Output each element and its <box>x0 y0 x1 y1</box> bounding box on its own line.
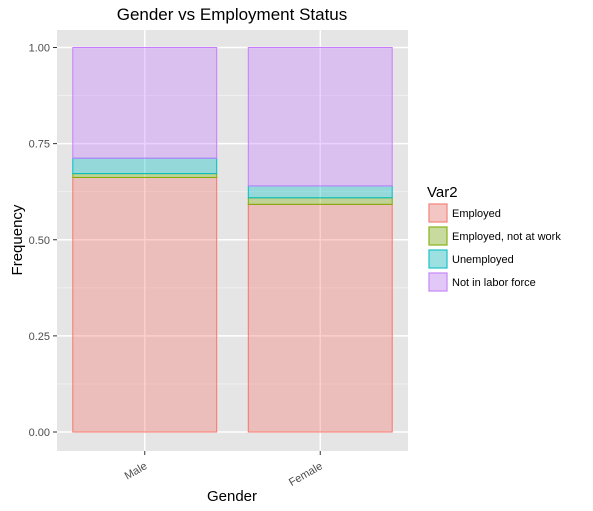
bar-segment-female-unemployed <box>247 185 393 199</box>
legend-label: Unemployed <box>452 254 514 266</box>
legend-swatch <box>428 226 448 246</box>
y-axis-title: Frequency <box>9 204 26 275</box>
x-axis-title: Gender <box>207 488 257 505</box>
bar-segment-female-employed-not-at-work <box>247 197 393 205</box>
legend-key-background <box>428 249 448 269</box>
legend-swatch <box>428 272 448 292</box>
bar-segment-male-employed-not-at-work <box>72 173 218 178</box>
legend-items: Employed Employed, not at work Unemployed N… <box>428 203 561 292</box>
legend-label: Employed, not at work <box>452 231 561 243</box>
bar-segment-female-employed <box>247 203 393 433</box>
legend-swatch <box>428 203 448 223</box>
bar-segment-female-not-in-labor-force <box>247 47 393 187</box>
y-tick-label: 0.25 <box>29 331 50 343</box>
y-tick-label: 1.00 <box>29 43 50 55</box>
bar-segment-male-employed <box>72 176 218 433</box>
plot-panel <box>57 30 408 451</box>
chart-title: Gender vs Employment Status <box>117 5 348 24</box>
legend: Var2 Employed Employed, not at work Unempl… <box>427 184 561 292</box>
x-tick-label: Male <box>123 460 150 482</box>
legend-label: Not in labor force <box>452 277 536 289</box>
legend-label: Employed <box>452 208 501 220</box>
y-tick-label: 0.50 <box>29 235 50 247</box>
legend-title: Var2 <box>427 184 458 201</box>
legend-key-background <box>428 203 448 223</box>
bar-segment-male-unemployed <box>72 157 218 175</box>
legend-key-background <box>428 226 448 246</box>
y-tick-label: 0.75 <box>29 139 50 151</box>
legend-key-background <box>428 272 448 292</box>
bars-layer <box>72 47 393 433</box>
bar-segment-male-not-in-labor-force <box>72 47 218 159</box>
y-tick-label: 0.00 <box>29 427 50 439</box>
x-tick-label: Female <box>287 460 325 489</box>
legend-swatch <box>428 249 448 269</box>
x-axis-ticks: Male Female <box>123 451 325 489</box>
y-axis-ticks: 0.00 0.25 0.50 0.75 1.00 <box>29 43 57 439</box>
